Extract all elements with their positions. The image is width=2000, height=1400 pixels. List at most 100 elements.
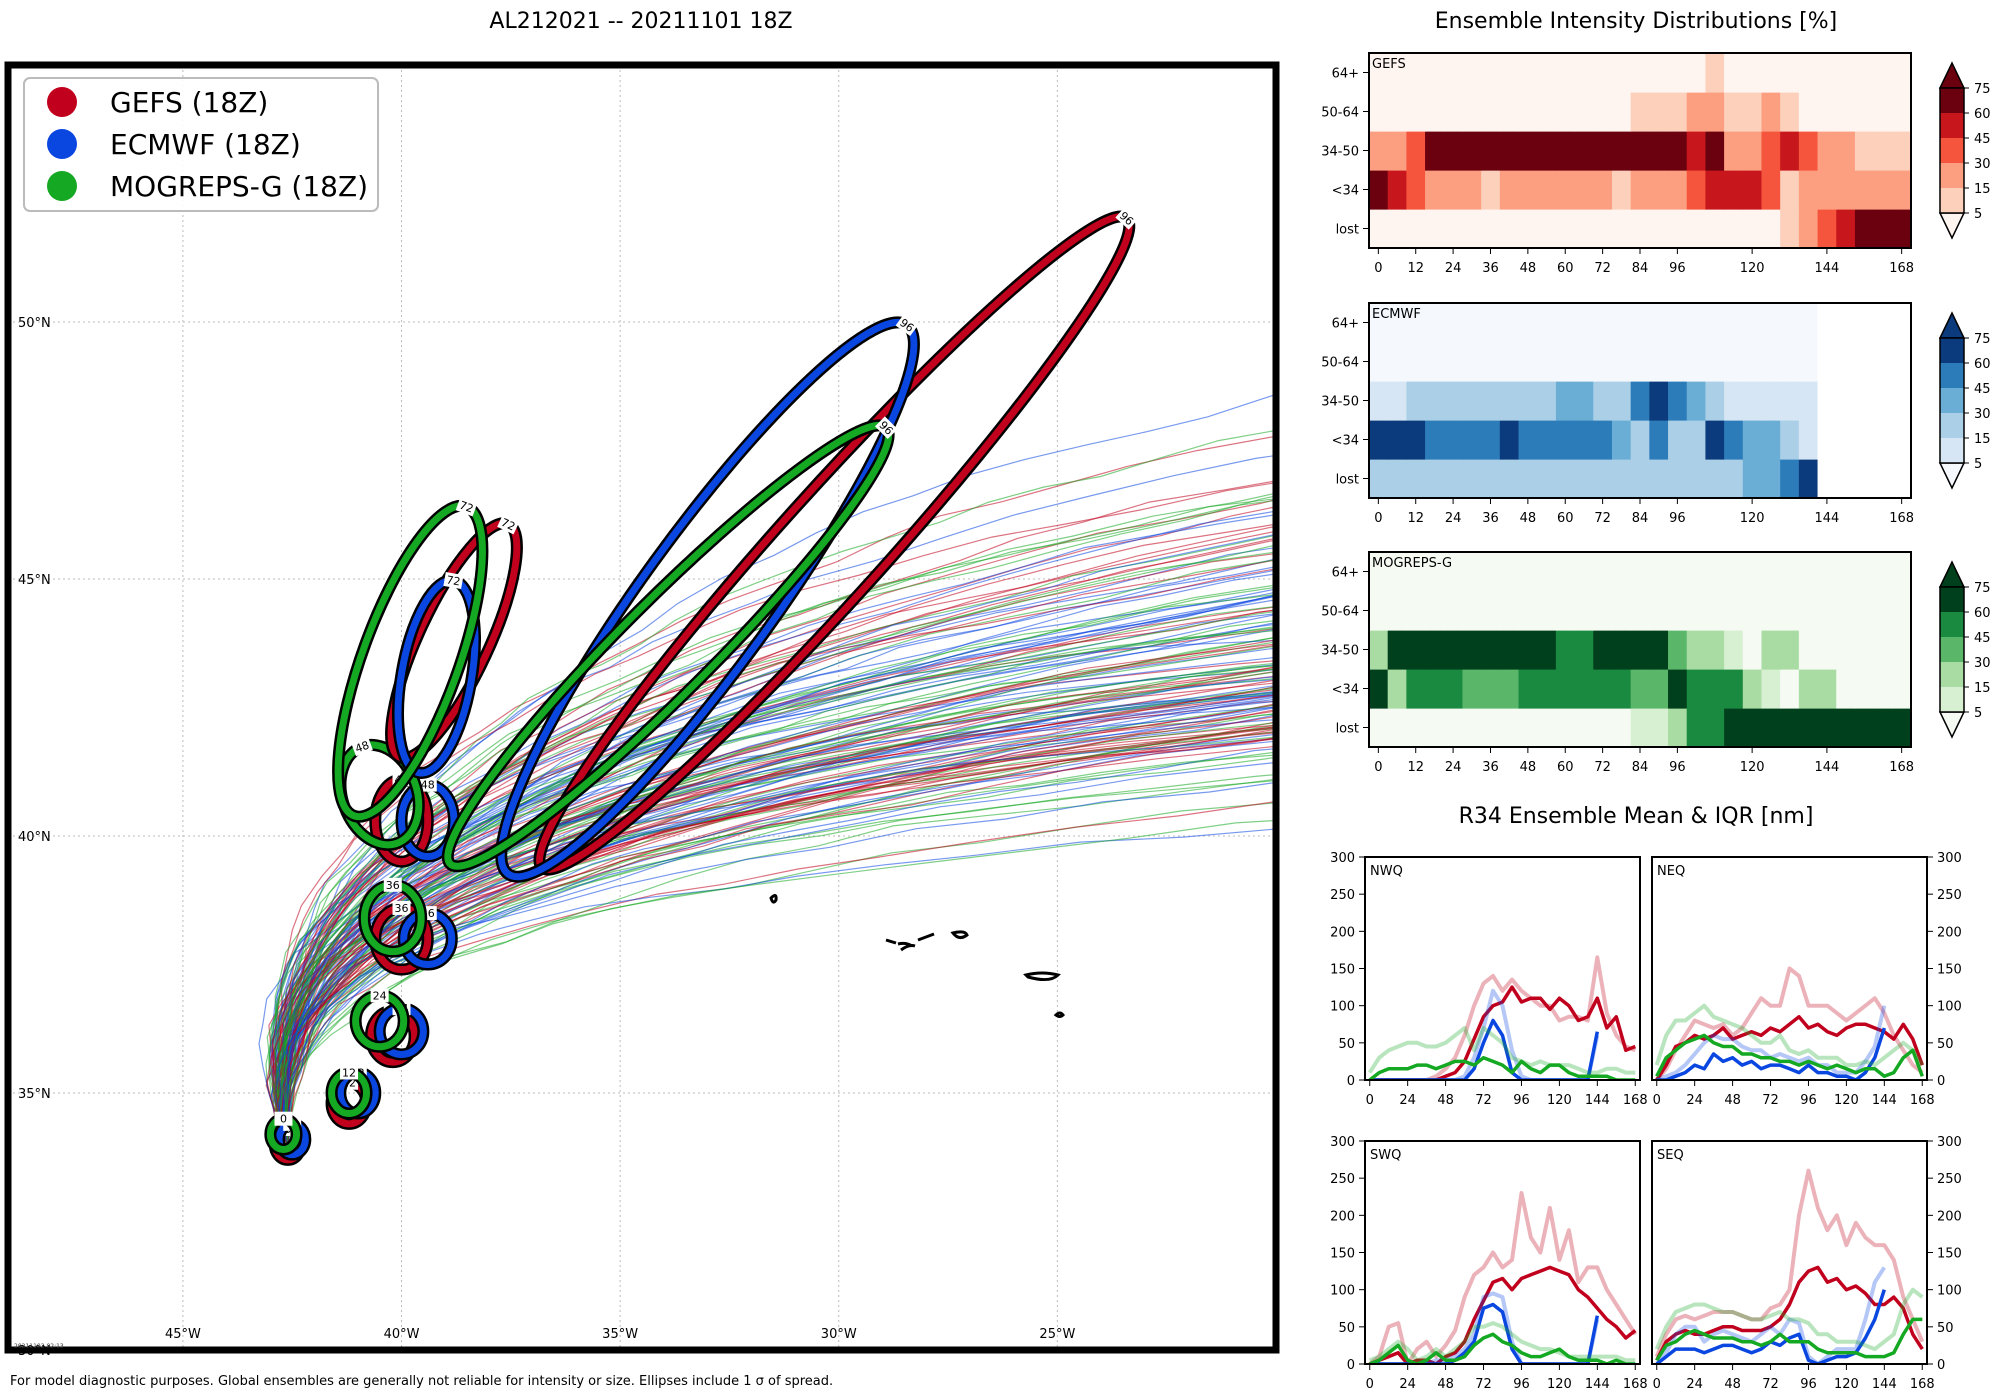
heatmap-cell bbox=[1387, 170, 1407, 210]
r34-series bbox=[1654, 1168, 1925, 1364]
heatmap-cell bbox=[1630, 669, 1650, 709]
x-tick-label: 120 bbox=[1834, 1093, 1859, 1108]
r34-panel-nwq: NWQ 0 50 100 150 200 250 300 0 24 48 72 96 120 144 168 bbox=[1330, 851, 1648, 1108]
heatmap-cell bbox=[1873, 170, 1893, 210]
heatmap-cell bbox=[1873, 459, 1893, 499]
heatmap-cell bbox=[1668, 669, 1688, 709]
ensemble-track bbox=[280, 773, 1276, 1145]
r34-line-mogreps-g-mean bbox=[1368, 1055, 1636, 1080]
heatmap-cell bbox=[1668, 420, 1688, 460]
heatmap-cell bbox=[1686, 170, 1707, 210]
heatmap-cell bbox=[1649, 381, 1669, 421]
heatmap-cell bbox=[1817, 669, 1837, 709]
row-tick-label: 64+ bbox=[1332, 67, 1359, 82]
heatmap-cell bbox=[1630, 591, 1650, 631]
colorbar-segment bbox=[1940, 662, 1964, 687]
heatmap-cell bbox=[1499, 708, 1520, 748]
heatmap-cell bbox=[1873, 630, 1893, 670]
heatmap-cell bbox=[1443, 342, 1464, 382]
heatmap-cell bbox=[1611, 459, 1632, 499]
heatmap-cell bbox=[1836, 53, 1856, 93]
x-tick-label: 72 bbox=[1594, 511, 1611, 526]
x-tick-label: 96 bbox=[1513, 1377, 1530, 1392]
heatmap-cell bbox=[1668, 630, 1688, 670]
hour-label-bg bbox=[1115, 207, 1139, 230]
heatmap-cell bbox=[1668, 552, 1688, 592]
heatmap-cell bbox=[1518, 342, 1538, 382]
colorbar-segment bbox=[1940, 88, 1964, 113]
heatmap-label: GEFS bbox=[1372, 57, 1406, 72]
r34-line-ecmwf-mean bbox=[1369, 1302, 1600, 1364]
heatmap-cell bbox=[1555, 381, 1576, 421]
row-tick-label: 34-50 bbox=[1321, 644, 1359, 659]
heatmap-cell bbox=[1462, 381, 1482, 421]
heatmap-cell bbox=[1742, 420, 1763, 460]
heatmap-cell bbox=[1537, 669, 1557, 709]
ensemble-track bbox=[287, 778, 1276, 1145]
heatmap-cell bbox=[1555, 342, 1576, 382]
heatmap-cell bbox=[1518, 420, 1538, 460]
heatmap-cell bbox=[1761, 303, 1781, 343]
heatmap-cell bbox=[1854, 669, 1875, 709]
heatmap-cell bbox=[1649, 459, 1669, 499]
heatmap-cell bbox=[1798, 303, 1819, 343]
heatmap-cell bbox=[1798, 630, 1819, 670]
heatmap-cell bbox=[1742, 708, 1763, 748]
heatmap-cell bbox=[1873, 708, 1893, 748]
y-tick-label: 150 bbox=[1330, 1247, 1355, 1262]
heatmap-cell bbox=[1593, 591, 1613, 631]
heatmap-cell bbox=[1630, 131, 1650, 171]
heatmap-cell bbox=[1742, 131, 1763, 171]
row-tick-label: 50-64 bbox=[1321, 106, 1359, 121]
heatmap-cell bbox=[1593, 630, 1613, 670]
colorbar-tick-label: 5 bbox=[1974, 207, 1982, 222]
ensemble-track bbox=[278, 802, 1276, 1145]
x-tick-label: 24 bbox=[1399, 1377, 1416, 1392]
heatmap-cell bbox=[1761, 170, 1781, 210]
y-tick-label: 50 bbox=[1338, 1321, 1355, 1336]
hour-label-bg bbox=[895, 314, 919, 337]
heatmap-cell bbox=[1481, 708, 1501, 748]
r34-quadrant-label: NWQ bbox=[1370, 864, 1403, 879]
r34-panel-seq: SEQ 0 50 100 150 200 250 300 0 24 48 72 96 120 144 168 bbox=[1651, 1135, 1962, 1392]
y-tick-label: 250 bbox=[1937, 1172, 1962, 1187]
heatmap-cell bbox=[1611, 630, 1632, 670]
heatmap-cell bbox=[1518, 53, 1538, 93]
heatmap-cell bbox=[1462, 669, 1482, 709]
heatmap-cell bbox=[1630, 53, 1650, 93]
heatmap-cell bbox=[1555, 53, 1576, 93]
heatmap-cell bbox=[1798, 92, 1819, 132]
y-tick-label: 100 bbox=[1937, 1000, 1962, 1015]
y-tick-label: 250 bbox=[1937, 888, 1962, 903]
heatmap-cell bbox=[1724, 209, 1744, 249]
ensemble-track bbox=[283, 645, 1276, 1145]
heatmap-cell bbox=[1649, 591, 1669, 631]
heatmap-cell bbox=[1593, 420, 1613, 460]
colorbar-tick-label: 30 bbox=[1974, 656, 1991, 671]
heatmap-cell bbox=[1724, 92, 1744, 132]
x-tick-label: 0 bbox=[1374, 261, 1382, 276]
heatmap-cell bbox=[1649, 552, 1669, 592]
heatmap-cell bbox=[1742, 303, 1763, 343]
row-tick-label: <34 bbox=[1332, 683, 1359, 698]
lon-tick-label: 25°W bbox=[1039, 1327, 1075, 1342]
r34-frame bbox=[1364, 1140, 1641, 1365]
heatmap-cell bbox=[1742, 669, 1763, 709]
heatmap-cell bbox=[1462, 170, 1482, 210]
heatmap-cell bbox=[1686, 303, 1707, 343]
heatmap-cell bbox=[1668, 708, 1688, 748]
heatmap-cell bbox=[1705, 591, 1725, 631]
heatmap-cell bbox=[1705, 53, 1725, 93]
heatmap-cell bbox=[1518, 669, 1538, 709]
ensemble-track bbox=[272, 664, 1276, 1145]
heatmap-cell bbox=[1854, 342, 1875, 382]
heatmap-cell bbox=[1817, 552, 1837, 592]
heatmap-cell bbox=[1537, 170, 1557, 210]
y-tick-label: 200 bbox=[1330, 925, 1355, 940]
x-tick-label: 72 bbox=[1475, 1377, 1492, 1392]
heatmap-cell bbox=[1537, 381, 1557, 421]
heatmap-cell bbox=[1836, 708, 1856, 748]
r34-quadrant-label: NEQ bbox=[1657, 864, 1685, 879]
lat-tick-label: 50°N bbox=[18, 316, 51, 331]
